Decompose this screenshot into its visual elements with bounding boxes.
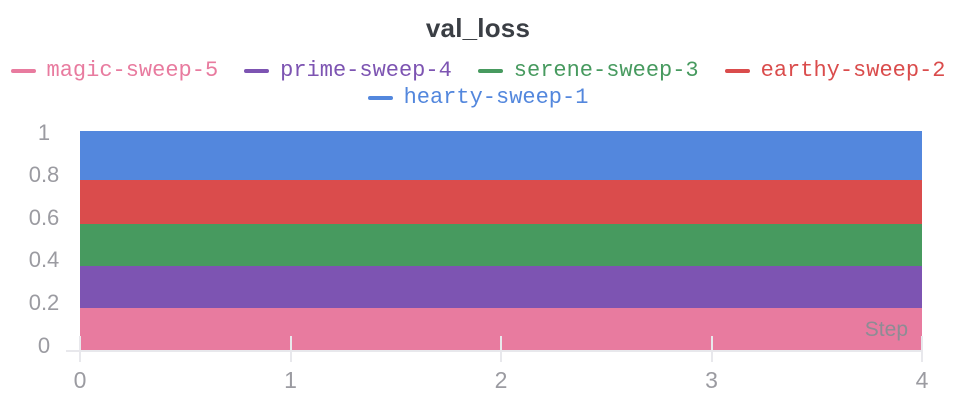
- legend-dash-icon: [367, 95, 393, 100]
- x-tick-label-4: 4: [915, 367, 929, 393]
- series-band-earthy-sweep-2[interactable]: [80, 179, 922, 224]
- series-band-hearty-sweep-1[interactable]: [80, 131, 922, 180]
- band-stack: [80, 131, 922, 352]
- legend-label: magic-sweep-5: [46, 58, 219, 83]
- legend-label: earthy-sweep-2: [760, 58, 946, 83]
- x-axis-title: Step: [864, 318, 908, 341]
- y-tick-label-0.4: 0.4: [28, 247, 60, 273]
- x-tick-label-1: 1: [284, 367, 297, 393]
- x-tick-mark-2: [500, 336, 502, 362]
- y-axis-labels: 0 0.2 0.4 0.6 0.8 1: [0, 120, 88, 358]
- x-tick-mark-3: [710, 336, 713, 362]
- series-band-serene-sweep-3[interactable]: [80, 223, 922, 266]
- legend-label: hearty-sweep-1: [403, 85, 589, 110]
- legend-label: serene-sweep-3: [513, 58, 699, 83]
- legend-dash-icon: [244, 68, 270, 73]
- legend-item-prime-sweep-4[interactable]: prime-sweep-4: [244, 57, 452, 84]
- x-tick-mark-0: [79, 336, 81, 362]
- y-tick-label-1: 1: [37, 119, 51, 145]
- legend-dash-icon: [477, 68, 503, 73]
- legend-dash-icon: [724, 68, 750, 73]
- y-tick-label-0: 0: [37, 332, 51, 358]
- plot-area[interactable]: Step: [66, 131, 923, 362]
- y-tick-label-0.2: 0.2: [28, 289, 60, 315]
- legend-item-magic-sweep-5[interactable]: magic-sweep-5: [10, 57, 219, 84]
- legend: magic-sweep-5 prime-sweep-4 serene-sweep-3…: [10, 57, 946, 111]
- x-tick-label-2: 2: [494, 367, 508, 393]
- x-axis-line: [66, 350, 922, 352]
- x-tick-label-3: 3: [705, 367, 718, 393]
- legend-item-earthy-sweep-2[interactable]: earthy-sweep-2: [724, 57, 946, 84]
- y-tick-label-0.6: 0.6: [28, 204, 60, 230]
- x-tick-mark-1: [289, 336, 292, 362]
- x-tick-label-0: 0: [73, 367, 87, 393]
- legend-label: prime-sweep-4: [280, 58, 452, 83]
- legend-item-hearty-sweep-1[interactable]: hearty-sweep-1: [367, 84, 589, 111]
- y-tick-label-0.8: 0.8: [28, 162, 60, 188]
- legend-item-serene-sweep-3[interactable]: serene-sweep-3: [477, 57, 699, 84]
- series-band-prime-sweep-4[interactable]: [80, 265, 922, 308]
- chart-title: val_loss: [425, 13, 531, 43]
- x-tick-mark-4: [921, 336, 923, 362]
- legend-dash-icon: [10, 68, 36, 73]
- x-axis-labels: 0 1 2 3 4: [74, 367, 929, 397]
